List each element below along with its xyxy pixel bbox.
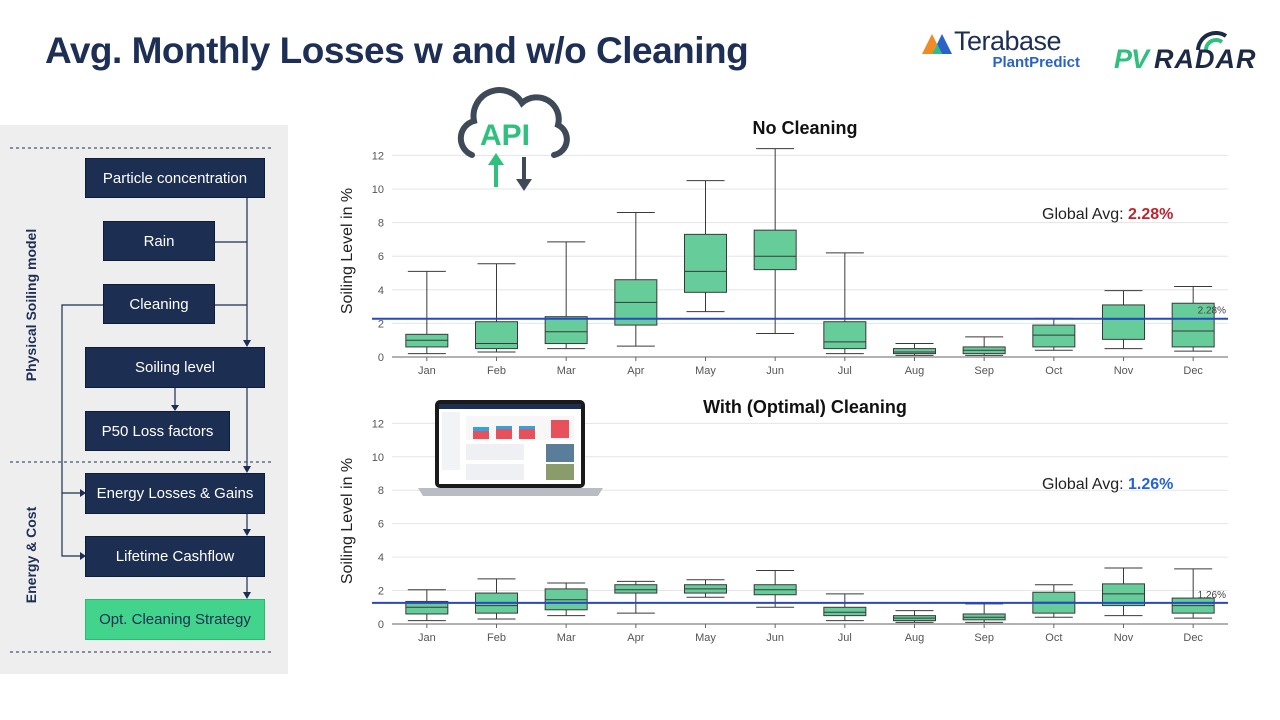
box-soiling-level: Soiling level [85,347,265,388]
x-tick-label: May [695,632,716,644]
y-tick-label: 2 [378,318,384,330]
box-p50-loss-factors: P50 Loss factors [85,411,230,451]
slide-title: Avg. Monthly Losses w and w/o Cleaning [45,30,749,71]
y-tick-label: 6 [378,519,384,531]
soiling-flow-panel: Physical Soiling model Energy & Cost Par… [0,125,288,674]
terabase-logo: Terabase PlantPredict [922,26,1084,72]
global-avg-note: Global Avg: 2.28% [1042,206,1173,224]
box-plot: 0 2 4 6 8 10 12 Jan Feb Mar Apr May Jun Jul Aug Sep Oct N… [372,148,1228,377]
box-iqr [1102,304,1145,340]
pvradar-logo: PV RADAR [1112,24,1256,74]
global-avg-line-label: 2.28% [1198,306,1226,317]
x-tick-label: Sep [974,365,994,377]
global-avg-value: 1.26% [1127,476,1174,493]
x-tick-label: Dec [1183,365,1203,377]
section-label-physical: Physical Soiling model [23,228,39,382]
box-iqr [1032,324,1076,348]
box-opt-cleaning-strategy: Opt. Cleaning Strategy [85,599,265,640]
x-tick-label: Jan [418,365,436,377]
box-iqr [893,348,936,355]
x-tick-label: Jun [766,632,784,644]
box-iqr [475,321,518,350]
y-tick-label: 10 [372,184,384,196]
y-tick-label: 12 [372,150,384,162]
x-tick-label: Oct [1045,632,1062,644]
y-tick-label: 10 [372,452,384,464]
chart-title: With (Optimal) Cleaning [703,397,907,417]
y-tick-label: 4 [378,552,384,564]
box-iqr [1102,583,1145,607]
terabase-subtitle: PlantPredict [992,54,1080,71]
y-tick-label: 2 [378,586,384,598]
x-tick-label: Nov [1114,365,1134,377]
flow-connectors [10,147,272,653]
global-avg-line-label: 1.26% [1198,590,1226,601]
box-iqr [823,321,867,350]
pvradar-radar: RADAR [1154,44,1257,74]
api-cloud-icon: API [450,85,570,205]
box-iqr [753,229,797,271]
x-tick-label: Mar [557,365,576,377]
box-iqr [684,233,727,293]
api-label: API [480,119,531,152]
global-avg-prefix: Global Avg: [1042,476,1128,493]
radar-arc-icon [1196,30,1228,51]
x-tick-label: Jun [766,365,784,377]
y-tick-label: 0 [378,352,384,364]
x-tick-label: Mar [557,632,576,644]
x-tick-label: Jan [418,632,436,644]
box-plot: 0 2 4 6 8 10 12 Jan Feb Mar Apr May Jun Jul Aug Sep Oct N… [372,418,1228,644]
x-tick-label: Apr [627,632,644,644]
chart-no-cleaning: No Cleaning Soiling Level in % 0 2 4 6 8 10 12… [330,112,1240,382]
x-tick-label: Nov [1114,632,1134,644]
x-tick-label: Oct [1045,365,1062,377]
x-tick-label: May [695,365,716,377]
box-rain: Rain [103,221,215,261]
terabase-name: Terabase [954,26,1062,56]
box-particle-concentration: Particle concentration [85,158,265,198]
x-tick-label: Jul [838,632,852,644]
x-tick-label: Aug [905,632,925,644]
box-lifetime-cashflow: Lifetime Cashflow [85,536,265,577]
y-tick-label: 6 [378,251,384,263]
pvradar-pv: PV [1114,44,1149,74]
chart-title: No Cleaning [752,118,858,138]
box-iqr [1171,302,1215,348]
box-iqr [544,316,588,345]
global-avg-note: Global Avg: 1.26% [1042,476,1173,494]
section-label-energy: Energy & Cost [23,506,39,604]
x-tick-label: Aug [905,365,925,377]
y-tick-label: 4 [378,285,384,297]
box-cleaning: Cleaning [103,284,215,324]
x-tick-label: Feb [487,632,506,644]
y-tick-label: 0 [378,619,384,631]
x-tick-label: Apr [627,365,644,377]
x-tick-label: Jul [838,365,852,377]
x-tick-label: Feb [487,365,506,377]
y-tick-label: 12 [372,418,384,430]
y-tick-label: 8 [378,485,384,497]
box-iqr [823,606,867,617]
global-avg-value: 2.28% [1127,206,1174,223]
terabase-mark-icon [922,34,952,54]
box-iqr [614,584,658,594]
y-tick-label: 8 [378,218,384,230]
box-energy-losses: Energy Losses & Gains [85,473,265,514]
laptop-screenshot-icon [418,398,603,498]
global-avg-prefix: Global Avg: [1042,206,1128,223]
x-tick-label: Sep [974,632,994,644]
x-tick-label: Dec [1183,632,1203,644]
chart-with-cleaning: With (Optimal) Cleaning Soiling Level in… [330,392,1240,652]
